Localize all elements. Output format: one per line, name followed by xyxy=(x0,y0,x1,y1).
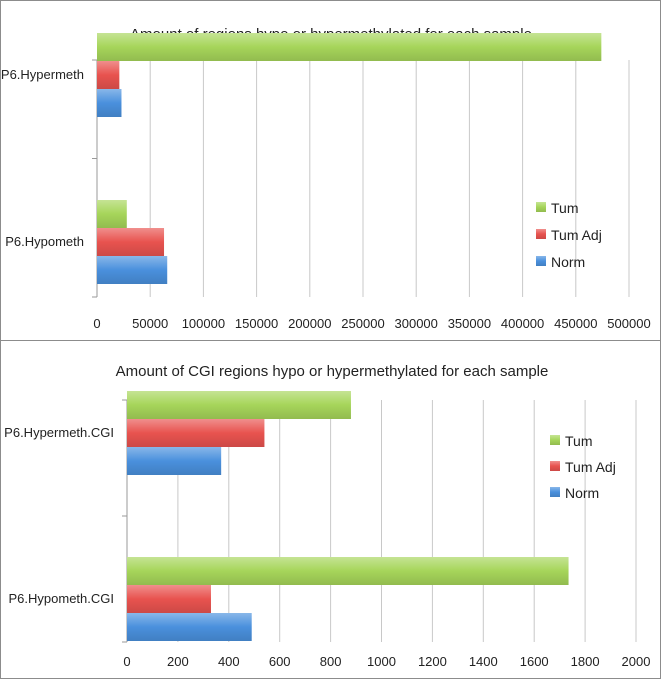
legend-swatch xyxy=(550,435,560,445)
x-tick-label: 800 xyxy=(320,654,342,669)
x-tick-label: 400 xyxy=(218,654,240,669)
bar-tum xyxy=(97,200,127,228)
bar-norm xyxy=(97,256,168,284)
legend-label: Norm xyxy=(565,485,599,501)
bar-norm xyxy=(127,447,222,475)
legend-swatch xyxy=(536,256,546,266)
bar-tum xyxy=(97,33,602,61)
x-tick-label: 500000 xyxy=(607,316,650,331)
x-tick-label: 1000 xyxy=(367,654,396,669)
bar-tum-adj xyxy=(127,585,211,613)
bar-tum-adj xyxy=(97,228,165,256)
bar-tum xyxy=(127,391,351,419)
x-tick-label: 1600 xyxy=(520,654,549,669)
legend-label: Tum xyxy=(551,200,578,216)
chart-title: Amount of CGI regions hypo or hypermethy… xyxy=(116,363,549,380)
x-tick-label: 50000 xyxy=(132,316,168,331)
legend-swatch xyxy=(550,461,560,471)
category-label: P6.Hypermeth xyxy=(1,67,84,82)
x-tick-label: 600 xyxy=(269,654,291,669)
x-tick-label: 0 xyxy=(93,316,100,331)
legend-label: Norm xyxy=(551,254,585,270)
chart-panel-cgi-regions: Amount of CGI regions hypo or hypermethy… xyxy=(0,340,661,679)
x-tick-label: 350000 xyxy=(448,316,491,331)
bar-tum-adj xyxy=(127,419,265,447)
x-tick-label: 1200 xyxy=(418,654,447,669)
category-label: P6.Hypometh xyxy=(5,234,84,249)
category-label: P6.Hypermeth.CGI xyxy=(4,425,114,440)
x-tick-label: 200000 xyxy=(288,316,331,331)
x-tick-label: 1800 xyxy=(571,654,600,669)
legend-swatch xyxy=(550,487,560,497)
bar-norm xyxy=(97,89,122,117)
legend-label: Tum Adj xyxy=(565,459,616,475)
x-tick-label: 300000 xyxy=(395,316,438,331)
legend-label: Tum Adj xyxy=(551,227,602,243)
x-tick-label: 0 xyxy=(123,654,130,669)
x-tick-label: 150000 xyxy=(235,316,278,331)
x-tick-label: 200 xyxy=(167,654,189,669)
bar-tum xyxy=(127,557,569,585)
legend-label: Tum xyxy=(565,433,592,449)
x-tick-label: 250000 xyxy=(341,316,384,331)
x-tick-label: 1400 xyxy=(469,654,498,669)
chart-cgi-regions-svg: Amount of CGI regions hypo or hypermethy… xyxy=(4,363,651,669)
bar-norm xyxy=(127,613,252,641)
category-label: P6.Hypometh.CGI xyxy=(9,591,115,606)
bar-tum-adj xyxy=(97,61,120,89)
chart-panel-regions: Amount of regions hypo or hypermethylate… xyxy=(0,0,661,341)
x-tick-label: 100000 xyxy=(182,316,225,331)
x-tick-label: 2000 xyxy=(622,654,651,669)
chart-regions-svg: Amount of regions hypo or hypermethylate… xyxy=(1,26,651,331)
legend-swatch xyxy=(536,202,546,212)
legend-swatch xyxy=(536,229,546,239)
x-tick-label: 450000 xyxy=(554,316,597,331)
x-tick-label: 400000 xyxy=(501,316,544,331)
